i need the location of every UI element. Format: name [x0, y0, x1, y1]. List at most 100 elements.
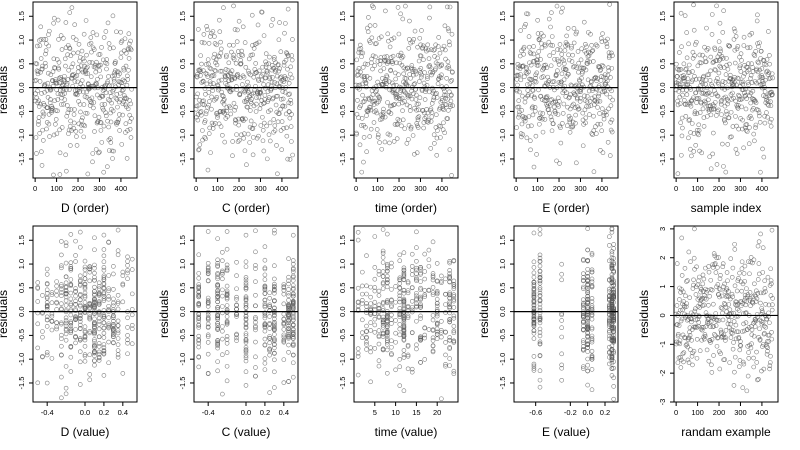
data-point	[203, 136, 208, 142]
data-point	[563, 67, 569, 72]
data-point	[110, 13, 116, 19]
data-point	[196, 344, 202, 350]
data-point	[605, 36, 610, 42]
data-point	[767, 61, 772, 67]
data-point	[430, 285, 436, 290]
data-point	[717, 46, 723, 52]
data-point	[754, 360, 760, 365]
data-point	[215, 345, 220, 351]
data-point	[763, 324, 769, 330]
data-point	[443, 56, 448, 62]
panel-9: -0.6 -0.2 0.0 0.2-1.5-1.0-0.50.00.51.01.5E …	[477, 225, 619, 439]
data-point	[430, 343, 436, 348]
data-point	[400, 54, 406, 59]
data-point	[608, 103, 614, 108]
data-point	[262, 92, 268, 98]
data-point	[96, 114, 102, 120]
data-point	[260, 64, 265, 70]
data-point	[447, 258, 452, 264]
data-point	[521, 52, 526, 57]
data-point	[753, 49, 758, 54]
data-point	[766, 339, 772, 344]
data-point	[434, 261, 440, 266]
data-point	[422, 332, 428, 338]
data-point	[363, 124, 368, 130]
data-point	[215, 341, 220, 346]
data-point	[207, 125, 212, 131]
data-point	[243, 369, 249, 375]
data-point	[101, 325, 107, 331]
data-point	[101, 247, 107, 252]
data-point	[415, 117, 421, 123]
data-point	[760, 344, 765, 349]
data-point	[234, 331, 239, 337]
data-point	[450, 70, 455, 75]
data-point	[422, 70, 427, 75]
data-point	[745, 89, 751, 95]
data-point	[752, 99, 757, 104]
data-point	[719, 112, 724, 117]
data-point	[267, 340, 272, 346]
data-point	[77, 54, 83, 60]
data-point	[224, 363, 230, 369]
data-point	[429, 47, 434, 53]
data-point	[692, 325, 698, 330]
data-point	[68, 107, 74, 112]
data-point	[68, 260, 74, 265]
data-point	[730, 346, 736, 352]
data-point	[272, 263, 277, 269]
data-point	[451, 323, 457, 329]
data-point	[531, 288, 537, 293]
data-point	[281, 311, 287, 317]
data-point	[739, 266, 745, 272]
data-point	[585, 324, 590, 330]
data-point	[589, 339, 595, 345]
data-point	[92, 129, 97, 134]
data-point	[409, 67, 415, 72]
data-point	[44, 281, 50, 286]
data-point	[384, 347, 390, 353]
data-point	[60, 36, 66, 41]
data-point	[263, 86, 268, 91]
data-point	[51, 15, 57, 21]
data-point	[358, 103, 363, 108]
data-point	[390, 53, 396, 59]
data-point	[59, 301, 64, 306]
data-point	[220, 391, 225, 397]
data-point	[733, 114, 738, 119]
x-axis-label: E (order)	[542, 201, 589, 215]
data-point	[432, 47, 438, 52]
data-point	[393, 284, 398, 289]
data-point	[723, 338, 728, 343]
data-point	[593, 42, 599, 48]
data-point	[284, 76, 290, 82]
data-point	[428, 119, 434, 124]
data-point	[704, 47, 710, 53]
data-point	[710, 265, 716, 270]
data-point	[559, 52, 565, 57]
data-point	[202, 118, 208, 123]
data-point	[416, 101, 421, 107]
data-point	[224, 334, 230, 339]
data-point	[679, 115, 685, 121]
data-point	[397, 252, 403, 258]
data-point	[36, 104, 42, 109]
data-point	[414, 346, 419, 352]
y-tick-label: 0.5	[498, 59, 507, 69]
x-tick-label: 100	[371, 184, 384, 193]
data-point	[106, 360, 111, 366]
data-point	[220, 270, 225, 275]
data-point	[234, 273, 239, 278]
data-point	[748, 100, 754, 106]
points	[513, 2, 615, 174]
data-point	[727, 61, 732, 67]
data-point	[224, 318, 230, 324]
data-point	[218, 68, 223, 74]
data-point	[40, 113, 46, 119]
data-point	[101, 291, 107, 297]
data-point	[397, 96, 403, 102]
data-point	[42, 102, 47, 108]
data-point	[749, 116, 754, 121]
data-point	[59, 125, 65, 130]
data-point	[197, 110, 203, 115]
